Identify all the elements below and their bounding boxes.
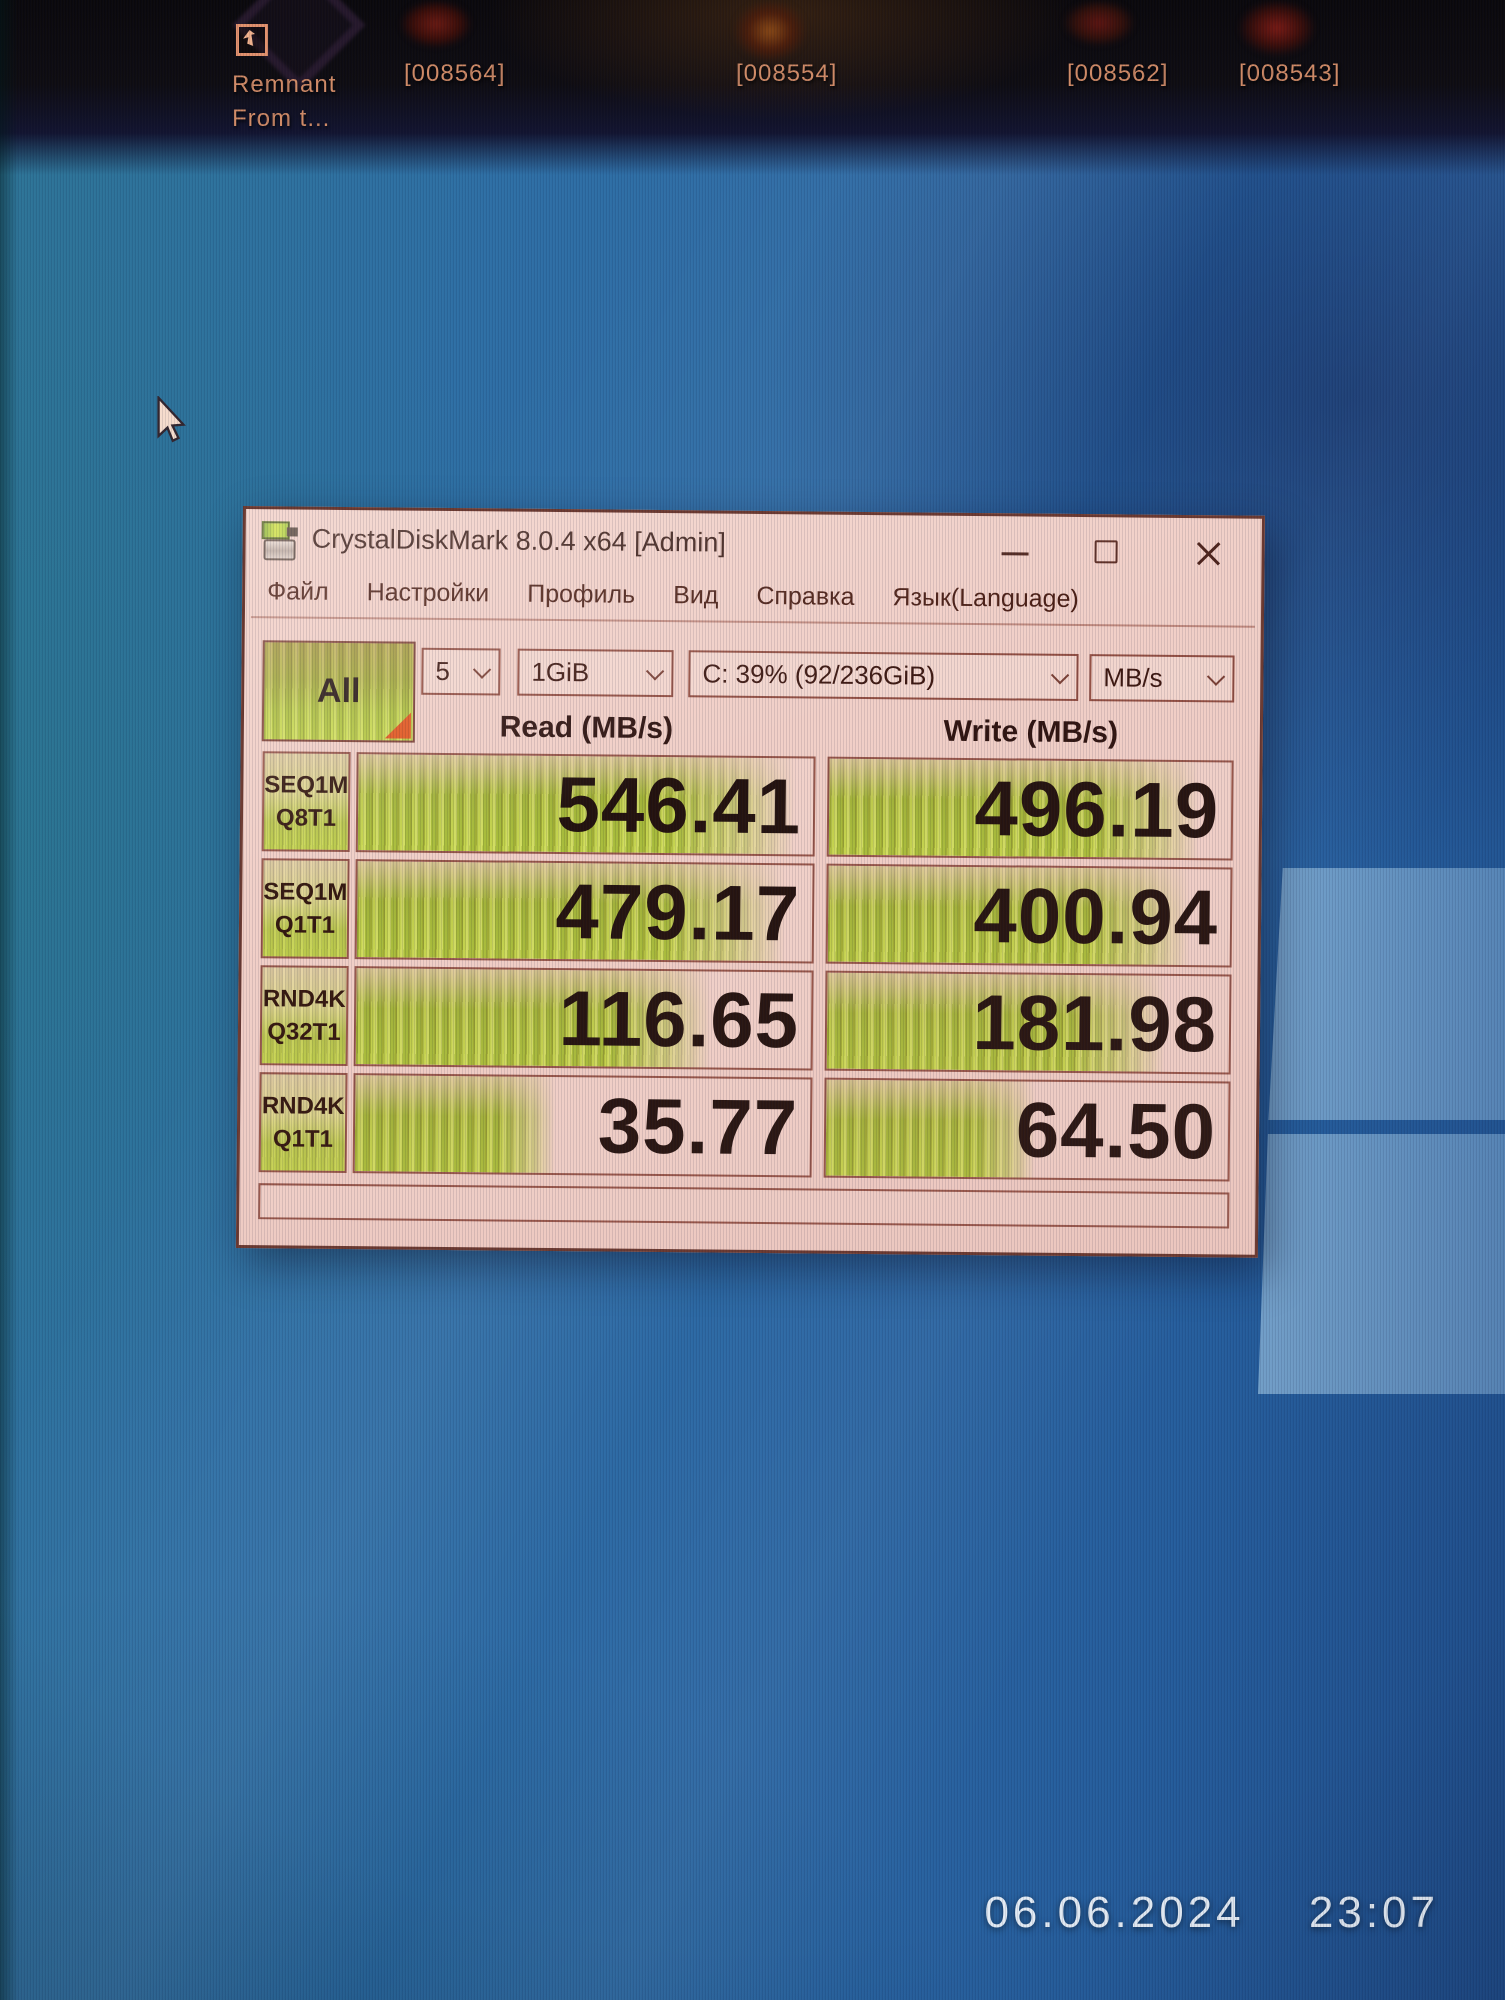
windows-logo-pane-bottom (1258, 1134, 1505, 1394)
test-queue-depth: Q32T1 (267, 1017, 341, 1046)
read-value-cell: 479.17 (354, 859, 815, 964)
target-drive-select[interactable]: C: 39% (92/236GiB) (688, 650, 1079, 702)
read-value-cell: 116.65 (353, 966, 814, 1071)
windows-logo-pane-top (1268, 868, 1505, 1120)
read-value: 546.41 (556, 759, 802, 850)
remnant-game-icon (236, 24, 268, 56)
test-count-select[interactable]: 5 (421, 647, 501, 696)
menu-item-settings[interactable]: Настройки (366, 577, 490, 607)
write-value-cell: 496.19 (826, 756, 1234, 861)
target-drive-value: C: 39% (92/236GiB) (702, 658, 936, 691)
chevron-down-icon (645, 662, 665, 681)
camera-timestamp: 06.06.2024 23:07 (984, 1888, 1439, 1938)
icon-label-line1: Remnant (232, 71, 337, 98)
test-button-seq1m-q1t1[interactable]: SEQ1M Q1T1 (260, 858, 350, 960)
chevron-down-icon (472, 660, 492, 679)
write-value-cell: 64.50 (823, 1077, 1231, 1182)
desktop-icon-remnant[interactable]: Remnant From t... (232, 24, 342, 136)
maximize-button[interactable] (1083, 535, 1127, 563)
timestamp-date: 06.06.2024 (984, 1888, 1245, 1937)
test-name: RND4K (261, 1091, 345, 1120)
menu-item-view[interactable]: Вид (673, 580, 719, 610)
result-row-seq1m-q8t1: SEQ1M Q8T1 546.41 496.19 (243, 751, 1260, 861)
read-value: 116.65 (558, 973, 800, 1064)
test-count-value: 5 (435, 655, 451, 686)
timestamp-time: 23:07 (1308, 1888, 1439, 1937)
desktop-icon-screenshot-3[interactable]: [008562] (1067, 60, 1169, 87)
test-name: SEQ1M (263, 877, 348, 906)
write-column-header: Write (MB/s) (943, 714, 1119, 750)
desktop-icon-screenshot-2[interactable]: [008554] (736, 60, 838, 87)
unit-select[interactable]: MB/s (1089, 654, 1235, 703)
test-size-value: 1GiB (531, 656, 590, 688)
write-value-cell: 181.98 (824, 970, 1232, 1075)
read-column-header: Read (MB/s) (499, 710, 674, 746)
desktop-icon-screenshot-1[interactable]: [008564] (404, 60, 506, 87)
test-button-rnd4k-q1t1[interactable]: RND4K Q1T1 (258, 1072, 348, 1174)
unit-value: MB/s (1103, 662, 1163, 693)
screenshot-thumbnail (1238, 0, 1316, 56)
menu-item-help[interactable]: Справка (756, 581, 855, 611)
write-value: 64.50 (1015, 1084, 1217, 1175)
read-value: 35.77 (597, 1080, 799, 1171)
close-button[interactable] (1181, 530, 1231, 568)
test-name: SEQ1M (264, 770, 349, 799)
result-row-rnd4k-q1t1: RND4K Q1T1 35.77 64.50 (240, 1072, 1257, 1182)
title-bar[interactable]: CrystalDiskMark 8.0.4 x64 [Admin] (245, 509, 1262, 577)
test-name: RND4K (262, 984, 346, 1013)
result-row-seq1m-q1t1: SEQ1M Q1T1 479.17 400.94 (242, 858, 1259, 968)
icon-label-line2: From t... (232, 105, 331, 132)
test-button-seq1m-q8t1[interactable]: SEQ1M Q8T1 (261, 751, 351, 853)
read-value-cell: 35.77 (352, 1073, 813, 1178)
screenshot-thumbnail (733, 0, 807, 62)
write-value-cell: 400.94 (825, 863, 1233, 968)
menu-item-language[interactable]: Язык(Language) (892, 582, 1079, 613)
screenshot-thumbnail (1063, 0, 1135, 46)
app-disk-gauge-icon (261, 521, 298, 561)
crystaldiskmark-window: CrystalDiskMark 8.0.4 x64 [Admin] Файл Н… (235, 506, 1265, 1258)
window-title: CrystalDiskMark 8.0.4 x64 [Admin] (311, 523, 726, 558)
menu-item-profile[interactable]: Профиль (527, 579, 636, 609)
result-row-rnd4k-q32t1: RND4K Q32T1 116.65 181.98 (241, 965, 1258, 1075)
read-value-cell: 546.41 (355, 752, 816, 857)
read-value: 479.17 (555, 866, 801, 957)
screenshot-thumbnail (400, 0, 472, 48)
test-queue-depth: Q1T1 (274, 910, 336, 939)
chevron-down-icon (1050, 666, 1070, 685)
test-queue-depth: Q1T1 (272, 1124, 334, 1153)
write-value: 181.98 (972, 977, 1218, 1068)
write-value: 400.94 (973, 870, 1219, 961)
test-queue-depth: Q8T1 (275, 803, 337, 832)
meter-bar (354, 1075, 556, 1174)
test-size-select[interactable]: 1GiB (517, 648, 674, 698)
menu-bar: Файл Настройки Профиль Вид Справка Язык(… (245, 567, 1261, 625)
test-button-rnd4k-q32t1[interactable]: RND4K Q32T1 (259, 965, 349, 1067)
desktop-icon-screenshot-4[interactable]: [008543] (1239, 60, 1341, 87)
status-bar (258, 1183, 1230, 1229)
meter-bar (825, 1079, 1036, 1178)
minimize-button[interactable] (993, 536, 1037, 564)
menu-item-file[interactable]: Файл (267, 576, 329, 606)
write-value: 496.19 (974, 763, 1220, 854)
chevron-down-icon (1206, 667, 1226, 686)
